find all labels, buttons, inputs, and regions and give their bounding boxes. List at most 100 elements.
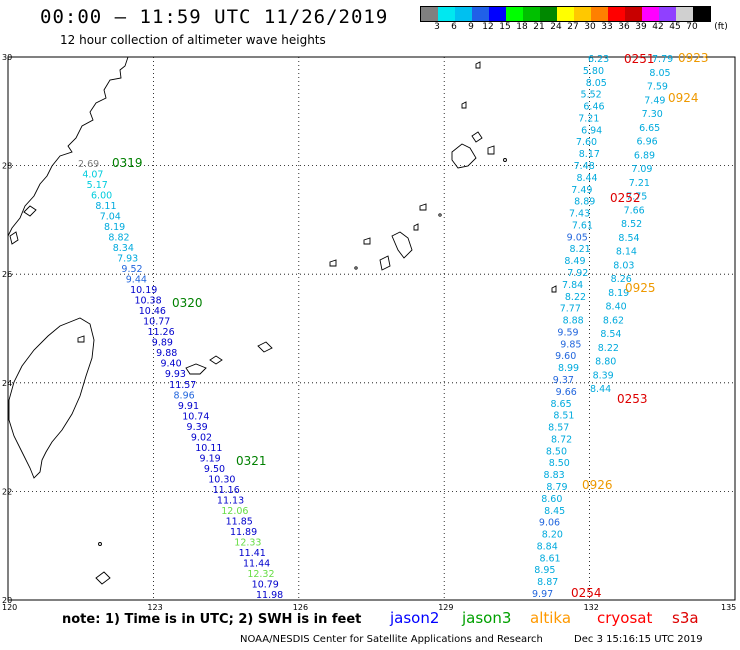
scale-label: 39 [635,22,647,32]
scale-swatch [421,7,438,21]
legend-item-cryosat: cryosat [597,609,653,627]
wave-height-label: 8.79 [546,482,567,493]
wave-height-label: 4.07 [82,170,103,181]
wave-height-label: 7.21 [578,113,599,124]
wave-height-label: 8.62 [603,315,624,326]
wave-height-label: 7.43 [569,209,590,220]
wave-height-label: 8.39 [593,370,614,381]
scale-swatch [540,7,557,21]
wave-height-label: 9.91 [178,401,199,412]
pass-time-label: 0251 [624,52,655,66]
wave-height-label: 11.57 [169,380,196,391]
wave-height-label: 8.34 [113,243,134,254]
wave-height-label: 8.60 [541,494,562,505]
lon-label: 126 [293,603,308,612]
footer-timestamp: Dec 3 15:16:15 UTC 2019 [574,634,703,645]
wave-height-label: 8.95 [534,565,555,576]
footer-credit: NOAA/NESDIS Center for Satellite Applica… [240,634,543,645]
wave-height-label: 6.46 [583,102,604,113]
scale-label: 18 [516,22,528,32]
pass-time-label: 0923 [678,51,709,65]
wave-height-label: 9.50 [204,464,225,475]
wave-height-label: 7.61 [572,220,593,231]
lat-label: 28 [2,162,12,171]
scale-swatch [438,7,455,21]
wave-height-label: 9.06 [539,518,560,529]
scale-swatch [642,7,659,21]
wave-height-label: 7.66 [624,205,645,216]
page-subtitle: 12 hour collection of altimeter wave hei… [60,33,326,47]
note-text: note: 1) Time is in UTC; 2) SWH is in fe… [62,612,362,627]
wave-height-label: 8.83 [544,470,565,481]
wave-height-label: 7.48 [574,161,595,172]
wave-height-label: 8.61 [539,553,560,564]
scale-label: 3 [434,22,440,32]
scale-swatch [489,7,506,21]
wave-height-label: 8.17 [579,149,600,160]
lon-label: 120 [2,603,17,612]
wave-height-label: 11.89 [230,527,257,538]
wave-height-label: 5.17 [87,180,108,191]
wave-height-label: 9.66 [556,387,577,398]
wave-height-label: 6.00 [91,191,112,202]
lat-label: 22 [2,487,12,496]
color-scale-bar [420,6,711,22]
wave-height-label: 9.39 [187,422,208,433]
scale-label: 24 [550,22,562,32]
wave-height-label: 7.59 [647,82,668,93]
wave-height-label: 8.14 [616,247,637,258]
wave-height-label: 8.22 [565,292,586,303]
wave-height-label: 8.44 [590,384,611,395]
wave-height-label: 8.54 [618,233,639,244]
pass-time-label: 0924 [668,91,699,105]
wave-height-label: 10.74 [182,411,209,422]
scale-label: 21 [533,22,545,32]
wave-height-label: 8.89 [574,197,595,208]
wave-height-label: 8.22 [598,343,619,354]
wave-height-label: 7.92 [567,268,588,279]
wave-height-label: 6.23 [588,54,609,65]
lat-label: 24 [2,379,12,388]
scale-label: 33 [601,22,613,32]
pass-time-label: 0926 [582,478,613,492]
legend-item-jason2: jason2 [390,609,440,627]
pass-time-label: 0320 [172,296,203,310]
wave-height-label: 8.54 [600,329,621,340]
pass-time-label: 0253 [617,392,648,406]
wave-height-label: 8.26 [611,274,632,285]
footer: NOAA/NESDIS Center for Satellite Applica… [240,634,703,645]
wave-height-label: 6.94 [581,125,602,136]
wave-height-label: 8.52 [621,219,642,230]
scale-swatch [472,7,489,21]
scale-swatch [693,7,710,21]
wave-height-label: 9.85 [560,339,581,350]
scale-label: 6 [451,22,457,32]
wave-height-label: 9.89 [152,338,173,349]
scale-swatch [506,7,523,21]
scale-label: 42 [652,22,664,32]
scale-swatch [591,7,608,21]
scale-label: 45 [669,22,681,32]
wave-height-label: 2.69 [78,159,99,170]
wave-height-label: 10.38 [134,296,161,307]
pass-time-label: 0252 [610,191,641,205]
pass-time-label: 0321 [236,454,267,468]
pass-time-label: 0254 [571,586,602,600]
wave-height-label: 10.46 [139,306,166,317]
scale-label: 9 [468,22,474,32]
wave-height-label: 6.65 [639,123,660,134]
wave-height-label: 7.30 [642,109,663,120]
wave-height-label: 8.03 [613,260,634,271]
wave-height-label: 8.05 [649,68,670,79]
map-gridlines [8,57,735,600]
scale-swatch [676,7,693,21]
map-frame [7,56,736,601]
wave-height-label: 8.45 [544,506,565,517]
satellite-tracks: 2.694.075.176.008.117.048.198.828.347.93… [78,51,709,601]
scale-label: 70 [686,22,698,32]
wave-height-label: 9.19 [200,453,221,464]
wave-height-label: 11.26 [147,327,174,338]
wave-height-label: 9.02 [191,432,212,443]
scale-swatch [574,7,591,21]
